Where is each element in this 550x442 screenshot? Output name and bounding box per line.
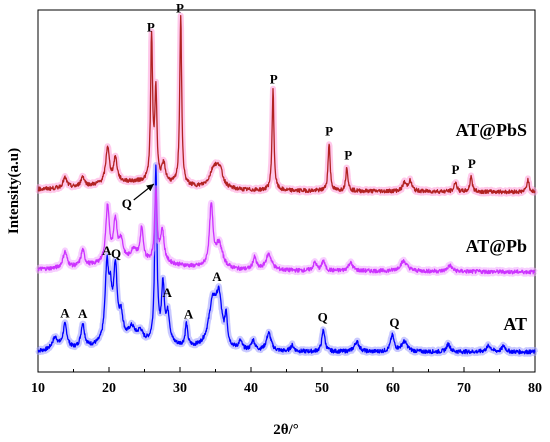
x-tick-label: 80: [528, 381, 542, 396]
peak-label: A: [212, 269, 222, 284]
peak-label: Q: [111, 246, 121, 261]
peak-label: A: [60, 306, 70, 321]
peak-label: P: [452, 162, 460, 177]
series-at-at-pb: [35, 185, 538, 277]
peak-label: P: [270, 72, 278, 87]
x-tick-label: 70: [457, 381, 471, 396]
series-label-at-at-pb: AT@Pb: [466, 236, 527, 256]
peak-arrow: [133, 183, 155, 201]
y-axis-label: Intensity(a.u): [6, 148, 22, 234]
x-axis-label: 2θ/°: [273, 422, 299, 438]
peak-label: A: [78, 306, 88, 321]
x-tick-label: 10: [31, 381, 45, 396]
x-tick-label: 30: [173, 381, 187, 396]
peak-label: P: [468, 156, 476, 171]
x-tick-label: 20: [102, 381, 116, 396]
series-labels: AT AT@Pb AT@PbS: [456, 120, 527, 334]
series-line: [37, 187, 536, 275]
series-line: [37, 14, 536, 195]
peak-label: P: [325, 124, 333, 139]
series-line: [37, 164, 536, 355]
series-label-at-at-pbs: AT@PbS: [456, 120, 527, 140]
x-tick-label: 40: [244, 381, 258, 396]
series-layer: [35, 12, 538, 357]
peak-label: A: [163, 285, 173, 300]
x-tick-label: 50: [315, 381, 329, 396]
series-at-at-pbs: [35, 12, 538, 197]
series-label-at: AT: [503, 314, 527, 334]
peak-label: Q: [318, 310, 328, 325]
peak-label: P: [176, 1, 184, 16]
peak-label: P: [147, 19, 155, 34]
peak-label: A: [102, 243, 112, 258]
peak-label: A: [184, 307, 194, 322]
peak-label: Q: [389, 315, 399, 330]
peak-label: P: [344, 148, 352, 163]
x-ticks: 10 20 30 40 50 60 70 80: [31, 367, 542, 396]
series-at: [35, 162, 538, 357]
x-tick-label: 60: [386, 381, 400, 396]
peak-label: Q: [122, 196, 132, 211]
